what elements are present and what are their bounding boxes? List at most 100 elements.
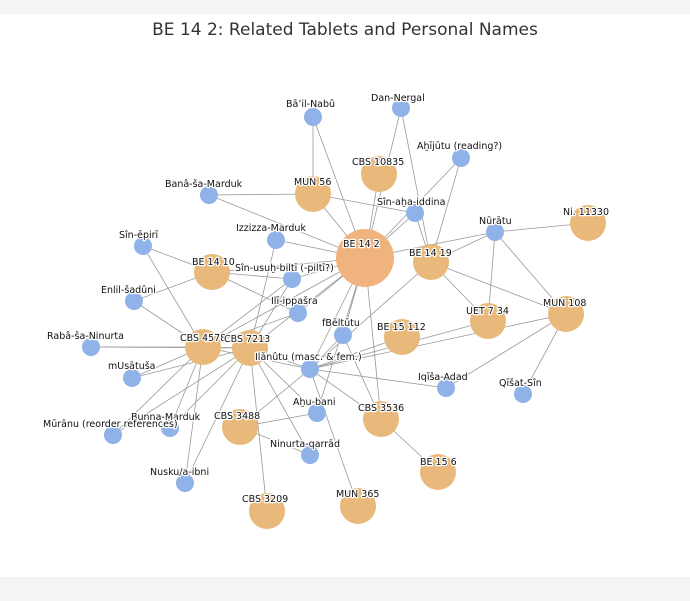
node-label-mun365: MUN 365	[336, 489, 379, 500]
node-ninurtaqarrad[interactable]: Ninurta-qarrād	[269, 438, 341, 464]
node-bailnabu[interactable]: Bā’il-Nabû	[285, 98, 336, 126]
node-circle-fbeltutu[interactable]	[334, 326, 352, 344]
node-circle-ilanutu[interactable]	[301, 360, 319, 378]
node-circle-sinusuh[interactable]	[283, 270, 301, 288]
node-bunnamarduk[interactable]: Bunna-Marduk	[130, 411, 202, 437]
node-label-qisatsin: Qīšat-Sîn	[499, 378, 542, 389]
node-label-nuskuaibni: Nusku/a-ibni	[150, 467, 209, 478]
node-circle-qisatsin[interactable]	[514, 385, 532, 403]
node-circle-dannergal[interactable]	[392, 99, 410, 117]
node-circle-musatusa[interactable]	[123, 369, 141, 387]
node-circle-muranu[interactable]	[104, 426, 122, 444]
node-cbs10835[interactable]: CBS 10835	[351, 156, 406, 192]
node-circle-cbs10835[interactable]	[361, 156, 397, 192]
node-rabasaninurta[interactable]: Rabâ-ša-Ninurta	[46, 330, 125, 356]
node-sinepiri[interactable]: Sîn-ēpirī	[118, 229, 160, 255]
node-label-ahubani: Aḫu-bani	[293, 397, 335, 408]
node-ahijutu[interactable]: Aḫījūtu (reading?)	[416, 140, 503, 167]
node-circle-enlilsaduni[interactable]	[125, 292, 143, 310]
node-be156[interactable]: BE 15 6	[419, 454, 458, 490]
node-sinahaiddina[interactable]: Sîn-aḫa-iddina	[376, 196, 447, 222]
node-mun365[interactable]: MUN 365	[335, 488, 381, 524]
edge-muranu-cbs4578	[112, 346, 204, 436]
node-circle-cbs3209[interactable]	[249, 493, 285, 529]
node-circle-be15112[interactable]	[384, 319, 420, 355]
node-cbs7213[interactable]: CBS 7213	[223, 330, 271, 366]
node-circle-bunnamarduk[interactable]	[161, 419, 179, 437]
node-ahubani[interactable]: Aḫu-bani	[292, 396, 337, 422]
node-be15112[interactable]: BE 15 112	[376, 319, 427, 355]
node-label-iqisaadad: Iqīša-Adad	[418, 372, 468, 383]
node-circle-be1410[interactable]	[194, 254, 230, 290]
edge-ninurtaqarrad-cbs7213	[249, 347, 311, 456]
node-enlilsaduni[interactable]: Enlil-šadûni	[100, 284, 157, 310]
node-cbs3536[interactable]: CBS 3536	[357, 401, 405, 437]
node-circle-cbs7213[interactable]	[232, 330, 268, 366]
node-circle-ahijutu[interactable]	[452, 149, 470, 167]
node-label-mun108: MUN 108	[543, 298, 586, 309]
chart-panel	[0, 14, 690, 577]
node-circle-mun108[interactable]	[548, 296, 584, 332]
node-izzizzamarduk[interactable]: Izzizza-Marduk	[235, 222, 308, 249]
node-iliippasra[interactable]: Ilī-ippašra	[270, 295, 319, 322]
node-label-izzizzamarduk: Izzizza-Marduk	[236, 223, 306, 234]
node-circle-nuskuaibni[interactable]	[176, 474, 194, 492]
edge-ilanutu-mun108	[309, 313, 567, 370]
node-circle-cbs3536[interactable]	[363, 401, 399, 437]
node-cbs3488[interactable]: CBS 3488	[213, 409, 261, 445]
node-circle-mun365[interactable]	[340, 488, 376, 524]
edge-sinusuh-cbs4578	[202, 278, 293, 348]
node-muranu[interactable]: Mūrānu (reorder references)	[42, 418, 179, 444]
node-label-rabasaninurta: Rabâ-ša-Ninurta	[47, 331, 124, 342]
node-nuskuaibni[interactable]: Nusku/a-ibni	[149, 466, 210, 492]
node-nuratu[interactable]: Nūrātu	[478, 215, 513, 241]
node-circle-be156[interactable]	[420, 454, 456, 490]
node-circle-bailnabu[interactable]	[304, 108, 322, 126]
node-circle-be1419[interactable]	[413, 244, 449, 280]
node-qisatsin[interactable]: Qīšat-Sîn	[498, 377, 543, 403]
node-sinusuh[interactable]: Sîn-usuḫ-biltī (-piltī?)	[234, 262, 335, 288]
node-iqisaadad[interactable]: Iqīša-Adad	[417, 371, 469, 397]
node-label-sinahaiddina: Sîn-aḫa-iddina	[377, 197, 445, 208]
node-banasamarduk[interactable]: Banâ-ša-Marduk	[164, 178, 244, 204]
node-circle-be142[interactable]	[336, 229, 394, 287]
node-be1419[interactable]: BE 14 19	[408, 244, 453, 280]
node-circle-sinepiri[interactable]	[134, 237, 152, 255]
node-circle-banasamarduk[interactable]	[200, 186, 218, 204]
page-title: BE 14 2: Related Tablets and Personal Na…	[152, 20, 538, 40]
edge-ilanutu-mun365	[309, 368, 359, 507]
node-circle-cbs4578[interactable]	[185, 329, 221, 365]
node-dannergal[interactable]: Dan-Nergal	[370, 92, 426, 117]
node-circle-cbs3488[interactable]	[222, 409, 258, 445]
node-cbs3209[interactable]: CBS 3209	[241, 493, 289, 529]
node-circle-ahubani[interactable]	[308, 404, 326, 422]
node-mun108[interactable]: MUN 108	[542, 296, 588, 332]
node-label-sinepiri: Sîn-ēpirī	[119, 230, 159, 241]
node-label-uet734: UET 7 34	[466, 306, 509, 317]
node-mun56[interactable]: MUN 56	[293, 176, 333, 212]
node-label-ninurtaqarrad: Ninurta-qarrād	[270, 439, 340, 450]
edge-layer	[90, 107, 589, 512]
node-circle-izzizzamarduk[interactable]	[267, 231, 285, 249]
node-circle-ninurtaqarrad[interactable]	[301, 446, 319, 464]
node-circle-nuratu[interactable]	[486, 223, 504, 241]
node-circle-iqisaadad[interactable]	[437, 379, 455, 397]
edge-ilanutu-iqisaadad	[309, 368, 447, 389]
edge-nuskuaibni-cbs7213	[184, 347, 251, 484]
node-circle-rabasaninurta[interactable]	[82, 338, 100, 356]
node-circle-uet734[interactable]	[470, 303, 506, 339]
node-be142[interactable]: BE 14 2	[336, 229, 394, 287]
node-ni11330[interactable]: Ni. 11330	[562, 205, 610, 241]
node-musatusa[interactable]: mUsātuša	[107, 360, 157, 387]
node-cbs4578[interactable]: CBS 4578	[179, 329, 227, 365]
node-circle-mun56[interactable]	[295, 176, 331, 212]
node-circle-iliippasra[interactable]	[289, 304, 307, 322]
node-fbeltutu[interactable]: fBēltūtu	[321, 317, 361, 344]
node-uet734[interactable]: UET 7 34	[465, 303, 510, 339]
node-ilanutu[interactable]: Ilānûtu (masc. & fem.)	[254, 351, 363, 378]
node-be1410[interactable]: BE 14 10	[191, 254, 236, 290]
node-circle-ni11330[interactable]	[570, 205, 606, 241]
edge-cbs3209-cbs7213	[249, 347, 268, 512]
node-circle-sinahaiddina[interactable]	[406, 204, 424, 222]
node-layer: BE 14 2 BE 14 19 BE 14 10 BE 15 112 BE 15 6 C…	[42, 92, 610, 529]
